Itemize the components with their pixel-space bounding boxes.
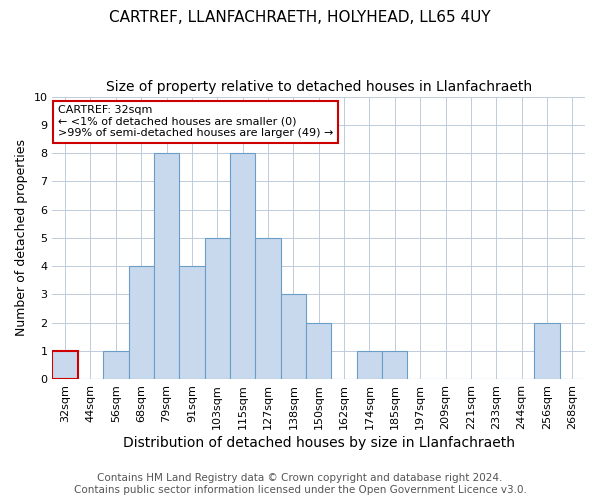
Bar [52,351,78,379]
Bar [382,351,407,379]
Bar [256,238,281,379]
Text: CARTREF, LLANFACHRAETH, HOLYHEAD, LL65 4UY: CARTREF, LLANFACHRAETH, HOLYHEAD, LL65 4… [109,10,491,25]
Bar [179,266,205,379]
Bar [534,322,560,379]
Bar [281,294,306,379]
Bar [103,351,128,379]
X-axis label: Distribution of detached houses by size in Llanfachraeth: Distribution of detached houses by size … [123,436,515,450]
Bar [128,266,154,379]
Y-axis label: Number of detached properties: Number of detached properties [15,140,28,336]
Title: Size of property relative to detached houses in Llanfachraeth: Size of property relative to detached ho… [106,80,532,94]
Bar [205,238,230,379]
Text: Contains HM Land Registry data © Crown copyright and database right 2024.
Contai: Contains HM Land Registry data © Crown c… [74,474,526,495]
Bar [154,153,179,379]
Bar [230,153,256,379]
Bar [357,351,382,379]
Bar [306,322,331,379]
Text: CARTREF: 32sqm
← <1% of detached houses are smaller (0)
>99% of semi-detached ho: CARTREF: 32sqm ← <1% of detached houses … [58,105,333,138]
